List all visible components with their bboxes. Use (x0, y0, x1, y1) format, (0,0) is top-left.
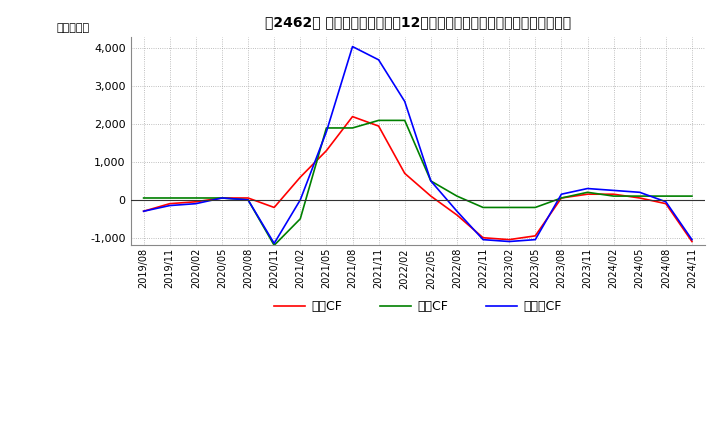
投資CF (322, 125, 330, 131)
フリーCF (479, 237, 487, 242)
営業CF (636, 195, 644, 201)
フリーCF (583, 186, 592, 191)
投資CF (244, 197, 253, 202)
営業CF (217, 195, 226, 201)
投資CF (531, 205, 539, 210)
投資CF (348, 125, 357, 131)
フリーCF (296, 197, 305, 202)
フリーCF (636, 190, 644, 195)
投資CF (270, 243, 279, 248)
フリーCF (348, 44, 357, 49)
フリーCF (322, 129, 330, 134)
投資CF (479, 205, 487, 210)
フリーCF (662, 199, 670, 205)
フリーCF (244, 197, 253, 202)
投資CF (166, 195, 174, 201)
営業CF (296, 175, 305, 180)
営業CF (583, 191, 592, 197)
フリーCF (192, 201, 200, 206)
営業CF (662, 201, 670, 206)
フリーCF (453, 209, 462, 214)
フリーCF (531, 237, 539, 242)
営業CF (244, 195, 253, 201)
投資CF (139, 195, 148, 201)
Line: 投資CF: 投資CF (143, 121, 692, 246)
営業CF (374, 124, 383, 129)
営業CF (453, 213, 462, 218)
フリーCF (270, 241, 279, 246)
フリーCF (400, 99, 409, 104)
営業CF (505, 237, 513, 242)
投資CF (662, 194, 670, 199)
投資CF (688, 194, 696, 199)
営業CF (139, 209, 148, 214)
フリーCF (217, 195, 226, 201)
フリーCF (505, 239, 513, 244)
投資CF (557, 195, 566, 201)
投資CF (426, 178, 435, 183)
営業CF (479, 235, 487, 240)
営業CF (322, 148, 330, 153)
営業CF (609, 191, 618, 197)
投資CF (400, 118, 409, 123)
投資CF (453, 194, 462, 199)
フリーCF (426, 178, 435, 183)
営業CF (688, 239, 696, 244)
営業CF (557, 195, 566, 201)
投資CF (636, 194, 644, 199)
営業CF (192, 199, 200, 205)
Line: 営業CF: 営業CF (143, 117, 692, 242)
営業CF (270, 205, 279, 210)
Title: 　2462　 キャッシュフローの12か月移動合計の対前年同期増減額の推移: 2462 キャッシュフローの12か月移動合計の対前年同期増減額の推移 (265, 15, 571, 29)
Legend: 営業CF, 投資CF, フリーCF: 営業CF, 投資CF, フリーCF (269, 295, 567, 318)
投資CF (296, 216, 305, 221)
投資CF (217, 195, 226, 201)
投資CF (505, 205, 513, 210)
投資CF (609, 194, 618, 199)
投資CF (583, 190, 592, 195)
フリーCF (557, 191, 566, 197)
営業CF (348, 114, 357, 119)
フリーCF (374, 57, 383, 62)
Line: フリーCF: フリーCF (143, 47, 692, 243)
営業CF (166, 201, 174, 206)
営業CF (426, 194, 435, 199)
フリーCF (688, 237, 696, 242)
営業CF (531, 233, 539, 238)
フリーCF (139, 209, 148, 214)
投資CF (374, 118, 383, 123)
Y-axis label: （百万円）: （百万円） (57, 23, 90, 33)
フリーCF (166, 203, 174, 208)
営業CF (400, 171, 409, 176)
投資CF (192, 195, 200, 201)
フリーCF (609, 188, 618, 193)
